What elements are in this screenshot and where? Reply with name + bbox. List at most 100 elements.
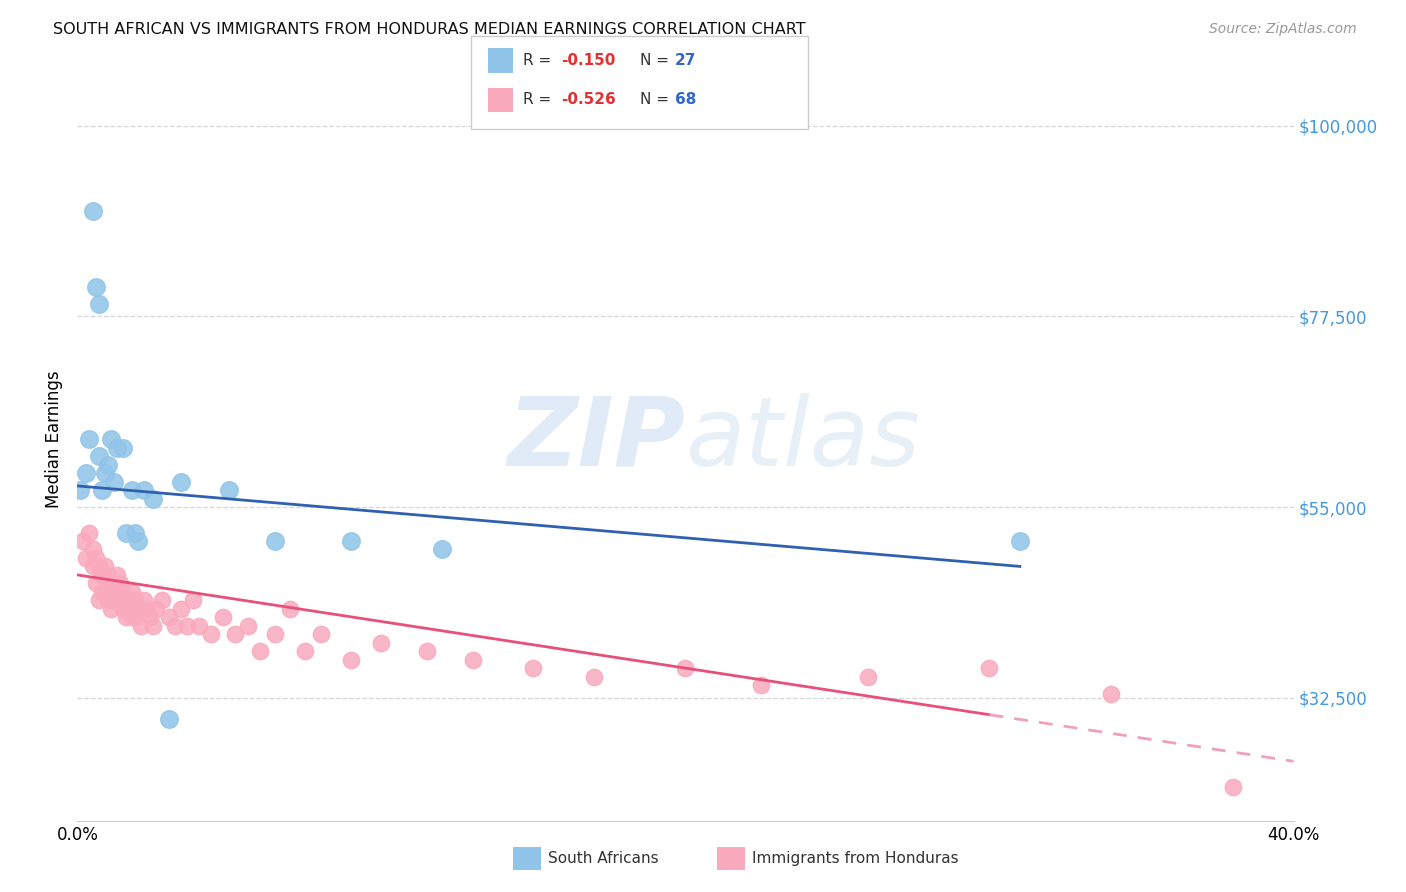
Point [93,559,115,574]
Text: atlas: atlas [686,392,921,486]
Text: South Africans: South Africans [548,851,659,866]
Point [121,585,143,599]
Point [264,533,287,548]
Point [87,593,110,607]
Point [751,678,773,692]
Point [121,610,143,624]
Point [127,533,149,548]
Point [170,602,193,616]
Point [90,568,112,582]
Point [100,585,122,599]
Point [72,533,94,548]
Point [121,483,143,498]
Point [87,296,110,311]
Point [84,280,107,294]
Point [1222,780,1244,794]
Point [200,627,222,641]
Point [69,483,91,498]
Point [75,466,97,480]
Text: 68: 68 [675,93,696,108]
Point [675,661,697,675]
Point [157,610,180,624]
Point [97,568,120,582]
Point [82,559,104,574]
Point [1099,687,1122,701]
Point [309,627,332,641]
Point [163,619,186,633]
Text: Source: ZipAtlas.com: Source: ZipAtlas.com [1209,22,1357,37]
Point [87,559,110,574]
Point [100,432,122,446]
Text: -0.150: -0.150 [561,54,616,68]
Point [115,610,138,624]
Point [979,661,1001,675]
Text: Immigrants from Honduras: Immigrants from Honduras [752,851,959,866]
Text: -0.526: -0.526 [561,93,616,108]
Point [278,602,301,616]
Point [236,619,259,633]
Point [75,550,97,566]
Point [188,619,211,633]
Point [416,644,439,658]
Point [136,602,159,616]
Point [249,644,271,658]
Point [118,602,141,616]
Point [105,441,128,455]
Point [170,475,193,489]
Point [115,525,138,540]
Point [134,483,156,498]
Point [105,568,128,582]
Point [224,627,246,641]
Text: ZIP: ZIP [508,392,686,486]
Point [218,483,240,498]
Point [340,653,363,667]
Point [82,542,104,557]
Point [1008,533,1031,548]
Point [461,653,484,667]
Point [176,619,198,633]
Point [100,602,122,616]
Point [181,593,204,607]
Point [111,585,134,599]
Point [134,593,156,607]
Text: N =: N = [640,93,673,108]
Point [118,593,141,607]
Point [79,432,101,446]
Point [105,585,128,599]
Point [103,475,125,489]
Point [152,593,174,607]
Point [145,602,167,616]
Point [856,669,879,683]
Point [129,619,152,633]
Point [108,576,131,591]
Point [111,602,134,616]
Point [115,593,138,607]
Point [111,441,134,455]
Point [97,593,120,607]
Y-axis label: Median Earnings: Median Earnings [45,370,63,508]
Point [340,533,363,548]
Text: 27: 27 [675,54,696,68]
Point [84,550,107,566]
Point [142,619,165,633]
Point [139,610,162,624]
Point [79,525,101,540]
Point [264,627,287,641]
Point [90,483,112,498]
Point [103,593,125,607]
Point [583,669,606,683]
Point [97,458,120,472]
Point [87,450,110,464]
Text: R =: R = [523,93,557,108]
Point [370,635,392,649]
Text: N =: N = [640,54,673,68]
Point [294,644,316,658]
Point [430,542,453,557]
Point [93,466,115,480]
Point [90,585,112,599]
Point [84,576,107,591]
Point [142,491,165,506]
Text: SOUTH AFRICAN VS IMMIGRANTS FROM HONDURAS MEDIAN EARNINGS CORRELATION CHART: SOUTH AFRICAN VS IMMIGRANTS FROM HONDURA… [53,22,806,37]
Point [108,593,131,607]
Text: R =: R = [523,54,557,68]
